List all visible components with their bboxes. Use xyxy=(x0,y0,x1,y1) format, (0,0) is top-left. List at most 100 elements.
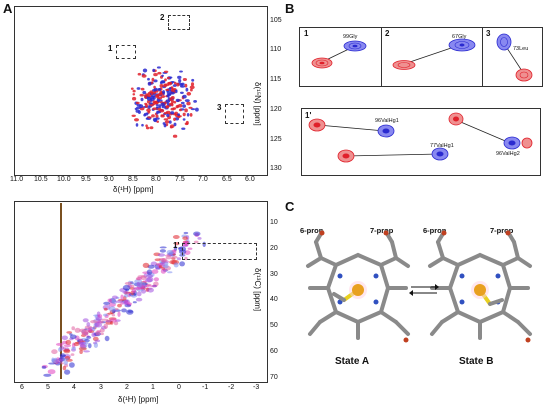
state-b-label: State B xyxy=(459,356,494,367)
hsqc-peak xyxy=(173,122,177,127)
hmqc-peak xyxy=(121,308,127,313)
hmqc-peak xyxy=(105,320,112,323)
highlight-box-1 xyxy=(116,45,136,59)
peak-label-73leu: 73Leu xyxy=(513,46,529,52)
hmqc-peak xyxy=(70,353,75,356)
y-tick: 20 xyxy=(270,245,278,252)
hmqc-peak xyxy=(173,262,179,268)
hsqc-peak xyxy=(151,95,156,98)
hsqc-peak xyxy=(169,91,175,95)
hsqc-peak xyxy=(176,82,180,87)
y-tick: 30 xyxy=(270,271,278,278)
hsqc-peak xyxy=(155,104,159,106)
hsqc-peak xyxy=(152,68,156,72)
hsqc-peak xyxy=(159,99,163,102)
hsqc-peak xyxy=(169,126,173,129)
hmqc-peak xyxy=(86,335,92,339)
highlight-box-label-1prime: 1' xyxy=(173,241,180,250)
hsqc-peak xyxy=(156,66,161,69)
hsqc-peak xyxy=(181,127,186,130)
hsqc-peak xyxy=(158,104,162,108)
x-tick: -1 xyxy=(202,384,209,391)
hmqc-peak xyxy=(157,253,165,257)
hsqc-peak xyxy=(165,105,170,108)
hmqc-peak xyxy=(197,237,202,240)
hsqc-peak xyxy=(168,102,174,106)
zoom-number-1prime: 1' xyxy=(305,111,312,120)
x-tick: -2 xyxy=(228,384,235,391)
hsqc-peak xyxy=(188,106,193,109)
y-tick: 115 xyxy=(270,76,282,83)
hsqc-peak xyxy=(141,123,144,127)
hmqc-peak xyxy=(66,331,73,334)
hmqc-peak xyxy=(88,343,92,349)
hmqc-peak xyxy=(94,339,101,343)
x-tick: 4 xyxy=(72,384,76,391)
y-tick: 120 xyxy=(270,106,282,113)
y-tick: 10 xyxy=(270,219,278,226)
hsqc-peak xyxy=(145,124,148,128)
hsqc-peak xyxy=(165,88,170,91)
hmqc-peak xyxy=(165,256,172,260)
x-tick: -3 xyxy=(253,384,260,391)
equilibrium-arrows xyxy=(409,284,439,296)
hsqc-peak xyxy=(134,118,139,122)
hmqc-peak xyxy=(193,231,201,237)
hsqc-peak xyxy=(189,113,193,117)
hsqc-peak xyxy=(145,126,150,130)
hsqc-peak xyxy=(182,78,187,81)
x-tick: 7.5 xyxy=(175,176,185,183)
hsqc-peak xyxy=(170,107,175,111)
hsqc-peak xyxy=(145,103,148,108)
hmqc-peak xyxy=(193,240,199,244)
hmqc-peak xyxy=(162,264,169,269)
hsqc-peak xyxy=(157,88,162,92)
hsqc-peak xyxy=(171,88,177,91)
hmqc-peak xyxy=(69,333,73,336)
hmqc-peaks-bottom xyxy=(41,203,206,379)
x-tick: 10.0 xyxy=(57,176,71,183)
hsqc-peak xyxy=(141,74,147,78)
hsqc-peak xyxy=(172,134,178,138)
hmqc-peak xyxy=(62,358,69,361)
hmqc-peak xyxy=(160,258,167,263)
zoom1prime-peaks xyxy=(308,112,533,163)
hsqc-peak xyxy=(156,120,159,123)
hmqc-peak xyxy=(62,365,67,371)
hmqc-peak xyxy=(69,334,77,340)
hmqc-peak xyxy=(150,285,158,288)
hsqc-peak xyxy=(186,113,190,117)
peak-label-99gly: 99Gly xyxy=(343,34,358,40)
peak-label-77valhg1: 77ValHg1 xyxy=(430,143,454,149)
hsqc-peak xyxy=(159,84,164,88)
hsqc-peak xyxy=(174,81,177,85)
hsqc-peak xyxy=(157,107,162,111)
y-tick: 125 xyxy=(270,136,282,143)
hmqc-peak xyxy=(95,330,101,336)
hsqc-peak xyxy=(132,96,137,101)
x-axis-title-top: δ(¹H) [ppm] xyxy=(113,185,154,194)
hsqc-peak xyxy=(175,98,180,102)
hsqc-peak xyxy=(182,104,187,108)
hmqc-peak xyxy=(159,249,166,253)
state-a-label: State A xyxy=(335,356,370,367)
hmqc-peak xyxy=(63,348,71,354)
hmqc-peak xyxy=(81,329,89,335)
hmqc-peak xyxy=(58,347,62,352)
highlight-box-3 xyxy=(225,104,244,124)
hsqc-peak xyxy=(144,95,148,99)
hsqc-peak xyxy=(149,126,154,130)
hsqc-peak xyxy=(178,108,182,112)
hmqc-peak xyxy=(71,326,75,331)
hsqc-peak xyxy=(147,77,150,81)
zoom-panel-1prime xyxy=(301,108,541,176)
hsqc-peak xyxy=(163,123,167,128)
hmqc-peak xyxy=(87,328,93,332)
hsqc-peak xyxy=(149,102,153,105)
hsqc-peak xyxy=(163,70,169,74)
hmqc-peak xyxy=(64,369,71,375)
hmqc-peak xyxy=(123,294,129,298)
hsqc-peak xyxy=(163,83,168,88)
hmqc-peak xyxy=(159,246,167,249)
